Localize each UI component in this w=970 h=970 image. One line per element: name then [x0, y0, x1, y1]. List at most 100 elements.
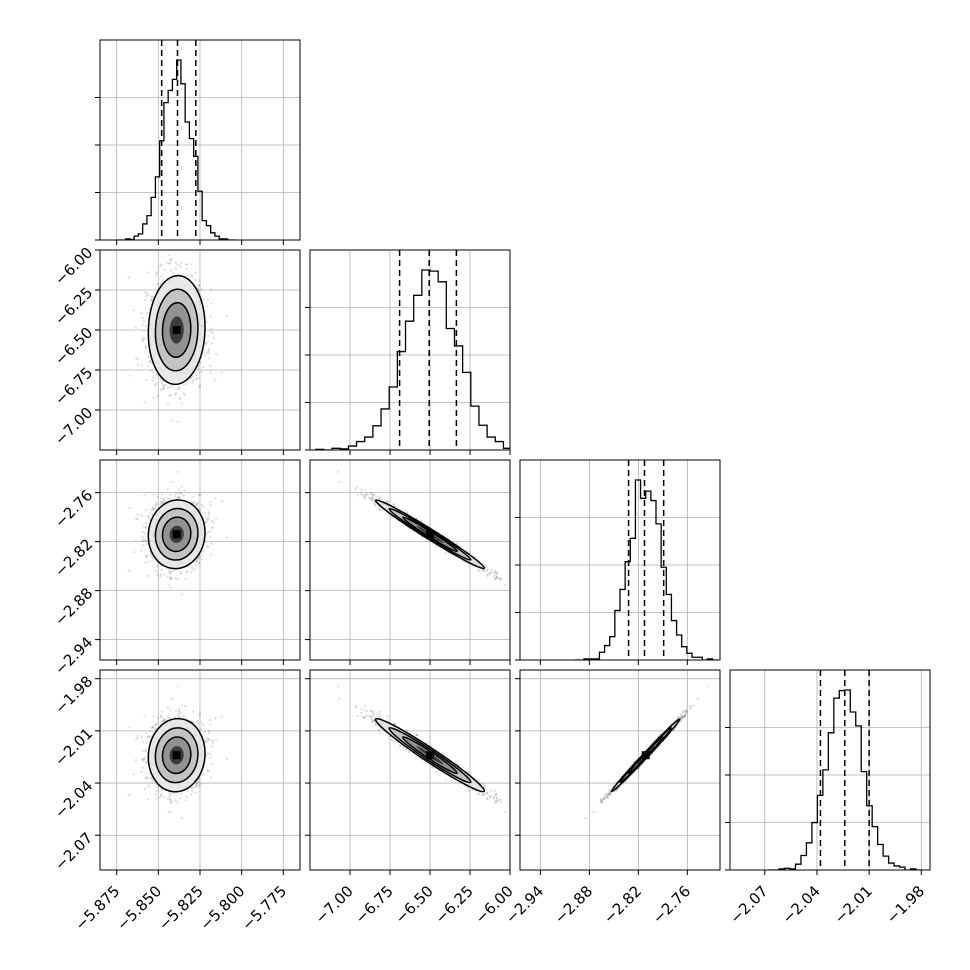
sample-point: [141, 525, 145, 528]
sample-point: [141, 535, 144, 538]
sample-point: [495, 572, 499, 575]
sample-point: [141, 766, 144, 770]
sample-point: [405, 511, 409, 514]
sample-point: [378, 508, 382, 512]
sample-point: [200, 553, 203, 556]
sample-point: [177, 492, 181, 495]
sample-point: [145, 291, 149, 295]
sample-point: [148, 550, 152, 554]
sample-point: [220, 371, 224, 374]
sample-point: [143, 291, 147, 294]
sample-point: [159, 722, 162, 725]
sample-point: [147, 514, 150, 518]
sample-point: [159, 573, 163, 577]
sample-point: [154, 383, 157, 387]
sample-point: [169, 794, 173, 797]
sample-point: [179, 261, 183, 265]
sample-point: [499, 578, 503, 581]
sample-point: [495, 575, 499, 578]
sample-point: [132, 551, 136, 554]
sample-point: [206, 545, 209, 548]
sample-point: [191, 501, 194, 504]
sample-point: [210, 526, 214, 530]
sample-point: [199, 509, 202, 512]
contour-line: [154, 507, 199, 561]
sample-point: [128, 374, 131, 377]
sample-point: [207, 518, 210, 521]
sample-point: [199, 384, 202, 388]
sample-point: [190, 274, 194, 277]
sample-point: [156, 394, 159, 398]
sample-point: [215, 353, 218, 356]
sample-point: [211, 526, 215, 529]
sample-point: [207, 347, 211, 351]
panel-2-1: [305, 459, 511, 665]
sample-point: [179, 792, 183, 796]
sample-point: [371, 497, 374, 501]
sample-point: [169, 811, 173, 814]
sample-point: [158, 796, 162, 799]
sample-point: [169, 394, 172, 397]
sample-point: [160, 568, 163, 571]
sample-point: [134, 759, 137, 762]
sample-point: [170, 257, 173, 261]
y-tick-label: −2.76: [51, 486, 96, 531]
sample-point: [179, 397, 183, 401]
sample-point: [179, 796, 182, 800]
sample-point: [155, 573, 158, 577]
sample-point: [145, 555, 149, 558]
sample-point: [455, 542, 459, 545]
sample-point: [204, 343, 207, 346]
sample-point: [494, 573, 497, 577]
sample-point: [210, 519, 214, 522]
sample-point: [156, 564, 159, 568]
sample-point: [371, 495, 375, 498]
sample-point: [477, 570, 480, 573]
sample-point: [190, 263, 193, 266]
sample-point: [141, 336, 144, 340]
sample-point: [154, 792, 158, 796]
y-tick-label: −6.25: [51, 284, 96, 329]
sample-point: [149, 369, 153, 372]
sample-point: [200, 370, 204, 374]
sample-point: [136, 363, 140, 366]
sample-point: [197, 561, 200, 565]
sample-point: [192, 495, 195, 499]
sample-point: [212, 520, 215, 524]
sample-point: [141, 741, 145, 744]
sample-point: [145, 732, 148, 735]
sample-point: [484, 564, 487, 568]
panel-1-1: [305, 249, 511, 455]
sample-point: [200, 782, 203, 785]
sample-point: [202, 505, 205, 509]
sample-point: [152, 508, 155, 511]
sample-point: [166, 487, 170, 491]
sample-point: [337, 470, 340, 474]
sample-point: [182, 383, 186, 386]
sample-point: [498, 577, 501, 580]
sample-point: [372, 497, 376, 501]
sample-point: [166, 706, 170, 709]
sample-point: [198, 561, 201, 565]
sample-point: [208, 511, 211, 514]
y-tick-label: −6.00: [51, 244, 96, 289]
sample-point: [158, 264, 162, 268]
sample-point: [145, 776, 148, 779]
sample-point: [195, 782, 198, 785]
sample-point: [209, 553, 213, 556]
sample-point: [485, 569, 489, 572]
sample-point: [180, 485, 183, 488]
sample-point: [225, 314, 229, 318]
sample-point: [192, 379, 195, 382]
histogram: [573, 479, 718, 660]
sample-point: [209, 315, 212, 318]
sample-point: [149, 508, 153, 512]
sample-point: [168, 497, 171, 500]
sample-point: [163, 573, 166, 576]
sample-point: [140, 514, 143, 517]
contour-line: [147, 499, 206, 570]
sample-point: [153, 376, 157, 379]
sample-point: [368, 496, 371, 500]
sample-point: [145, 776, 149, 780]
sample-point: [205, 320, 208, 324]
